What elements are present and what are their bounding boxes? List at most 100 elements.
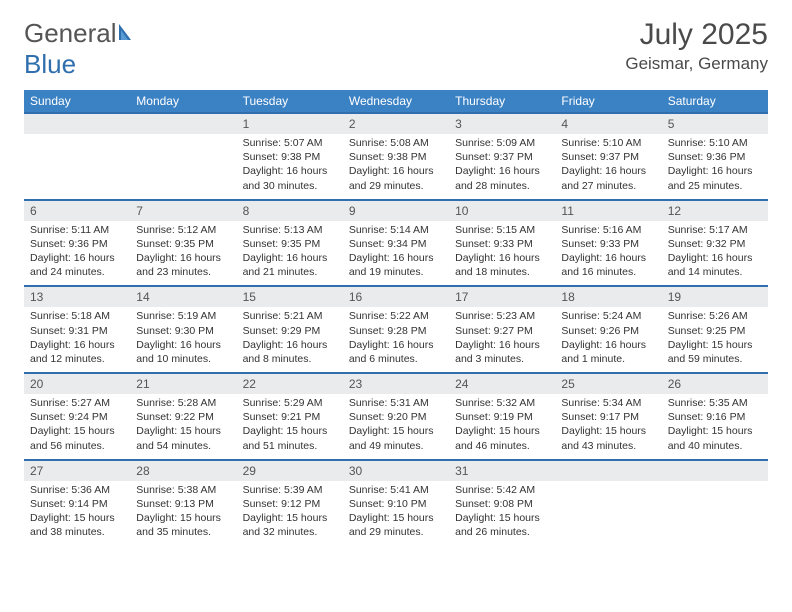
sunset-line: Sunset: 9:24 PM [30,410,124,424]
sunset-line: Sunset: 9:14 PM [30,497,124,511]
sunset-line: Sunset: 9:33 PM [561,237,655,251]
daylight-line: Daylight: 16 hours and 16 minutes. [561,251,655,279]
sunset-line: Sunset: 9:36 PM [668,150,762,164]
day-content-cell: Sunrise: 5:24 AMSunset: 9:26 PMDaylight:… [555,307,661,373]
day-header-cell: Wednesday [343,90,449,113]
day-number-cell: 9 [343,200,449,221]
day-content-cell: Sunrise: 5:15 AMSunset: 9:33 PMDaylight:… [449,221,555,287]
day-content-cell: Sunrise: 5:08 AMSunset: 9:38 PMDaylight:… [343,134,449,200]
week-content-row: Sunrise: 5:36 AMSunset: 9:14 PMDaylight:… [24,481,768,546]
day-number-cell: 21 [130,373,236,394]
day-number-cell: 5 [662,113,768,134]
brand-logo: GeneralBlue [24,18,139,80]
day-number-cell [662,460,768,481]
sunrise-line: Sunrise: 5:15 AM [455,223,549,237]
day-content-cell: Sunrise: 5:16 AMSunset: 9:33 PMDaylight:… [555,221,661,287]
sunrise-line: Sunrise: 5:38 AM [136,483,230,497]
sunrise-line: Sunrise: 5:09 AM [455,136,549,150]
day-content-cell [130,134,236,200]
day-content-cell: Sunrise: 5:36 AMSunset: 9:14 PMDaylight:… [24,481,130,546]
day-content-cell: Sunrise: 5:14 AMSunset: 9:34 PMDaylight:… [343,221,449,287]
day-number-cell: 12 [662,200,768,221]
daylight-line: Daylight: 15 hours and 40 minutes. [668,424,762,452]
day-content-cell: Sunrise: 5:41 AMSunset: 9:10 PMDaylight:… [343,481,449,546]
daylight-line: Daylight: 15 hours and 59 minutes. [668,338,762,366]
sunrise-line: Sunrise: 5:27 AM [30,396,124,410]
day-content-cell: Sunrise: 5:29 AMSunset: 9:21 PMDaylight:… [237,394,343,460]
daylight-line: Daylight: 16 hours and 29 minutes. [349,164,443,192]
daylight-line: Daylight: 15 hours and 43 minutes. [561,424,655,452]
sunset-line: Sunset: 9:08 PM [455,497,549,511]
day-content-cell: Sunrise: 5:35 AMSunset: 9:16 PMDaylight:… [662,394,768,460]
sunrise-line: Sunrise: 5:10 AM [561,136,655,150]
brand-part2: Blue [24,49,76,79]
day-number-cell: 28 [130,460,236,481]
title-block: July 2025 Geismar, Germany [625,18,768,74]
sunset-line: Sunset: 9:38 PM [243,150,337,164]
day-content-cell [555,481,661,546]
day-content-cell: Sunrise: 5:21 AMSunset: 9:29 PMDaylight:… [237,307,343,373]
sunrise-line: Sunrise: 5:42 AM [455,483,549,497]
daylight-line: Daylight: 16 hours and 28 minutes. [455,164,549,192]
sunrise-line: Sunrise: 5:31 AM [349,396,443,410]
brand-text: GeneralBlue [24,18,139,80]
sunrise-line: Sunrise: 5:14 AM [349,223,443,237]
sunset-line: Sunset: 9:28 PM [349,324,443,338]
day-number-cell: 10 [449,200,555,221]
sunset-line: Sunset: 9:35 PM [136,237,230,251]
day-number-cell [130,113,236,134]
week-content-row: Sunrise: 5:07 AMSunset: 9:38 PM Daylight:… [24,134,768,200]
day-number-cell: 2 [343,113,449,134]
day-number-cell: 15 [237,286,343,307]
day-header-cell: Tuesday [237,90,343,113]
daylight-line: Daylight: 16 hours and 19 minutes. [349,251,443,279]
sunrise-line: Sunrise: 5:12 AM [136,223,230,237]
day-number-cell: 4 [555,113,661,134]
sunrise-line: Sunrise: 5:32 AM [455,396,549,410]
daylight-line: Daylight: 16 hours and 25 minutes. [668,164,762,192]
sunset-line: Sunset: 9:35 PM [243,237,337,251]
daylight-line: Daylight: 15 hours and 29 minutes. [349,511,443,539]
sunset-line: Sunset: 9:26 PM [561,324,655,338]
day-number-cell: 17 [449,286,555,307]
sunrise-line: Sunrise: 5:28 AM [136,396,230,410]
daylight-line: Daylight: 15 hours and 46 minutes. [455,424,549,452]
sunset-line: Sunset: 9:21 PM [243,410,337,424]
day-header-cell: Thursday [449,90,555,113]
daylight-line: Daylight: 16 hours and 24 minutes. [30,251,124,279]
day-number-cell [555,460,661,481]
sunset-line: Sunset: 9:12 PM [243,497,337,511]
sunset-line: Sunset: 9:34 PM [349,237,443,251]
day-number-cell: 6 [24,200,130,221]
daylight-line: Daylight: 15 hours and 32 minutes. [243,511,337,539]
sunrise-line: Sunrise: 5:41 AM [349,483,443,497]
page-title: July 2025 [625,18,768,52]
sunset-line: Sunset: 9:30 PM [136,324,230,338]
day-number-cell: 29 [237,460,343,481]
day-content-cell: Sunrise: 5:31 AMSunset: 9:20 PMDaylight:… [343,394,449,460]
day-content-cell: Sunrise: 5:22 AMSunset: 9:28 PMDaylight:… [343,307,449,373]
day-content-cell: Sunrise: 5:09 AMSunset: 9:37 PMDaylight:… [449,134,555,200]
day-content-cell: Sunrise: 5:34 AMSunset: 9:17 PMDaylight:… [555,394,661,460]
sunset-line: Sunset: 9:31 PM [30,324,124,338]
sunrise-line: Sunrise: 5:18 AM [30,309,124,323]
sunrise-line: Sunrise: 5:26 AM [668,309,762,323]
week-content-row: Sunrise: 5:18 AMSunset: 9:31 PM Daylight:… [24,307,768,373]
day-content-cell: Sunrise: 5:11 AMSunset: 9:36 PMDaylight:… [24,221,130,287]
daylight-line: Daylight: 15 hours and 26 minutes. [455,511,549,539]
day-number-cell: 18 [555,286,661,307]
sunrise-line: Sunrise: 5:07 AM [243,136,337,150]
sunset-line: Sunset: 9:32 PM [668,237,762,251]
sunrise-line: Sunrise: 5:11 AM [30,223,124,237]
day-content-cell: Sunrise: 5:23 AMSunset: 9:27 PMDaylight:… [449,307,555,373]
day-content-cell: Sunrise: 5:38 AMSunset: 9:13 PMDaylight:… [130,481,236,546]
day-content-cell: Sunrise: 5:42 AMSunset: 9:08 PMDaylight:… [449,481,555,546]
sunrise-line: Sunrise: 5:39 AM [243,483,337,497]
sunrise-line: Sunrise: 5:24 AM [561,309,655,323]
daylight-line: Daylight: 16 hours and 6 minutes. [349,338,443,366]
location-label: Geismar, Germany [625,54,768,74]
day-content-cell: Sunrise: 5:10 AMSunset: 9:37 PMDaylight:… [555,134,661,200]
day-content-cell: Sunrise: 5:28 AMSunset: 9:22 PMDaylight:… [130,394,236,460]
daylight-line: Daylight: 15 hours and 54 minutes. [136,424,230,452]
day-content-cell: Sunrise: 5:26 AMSunset: 9:25 PMDaylight:… [662,307,768,373]
